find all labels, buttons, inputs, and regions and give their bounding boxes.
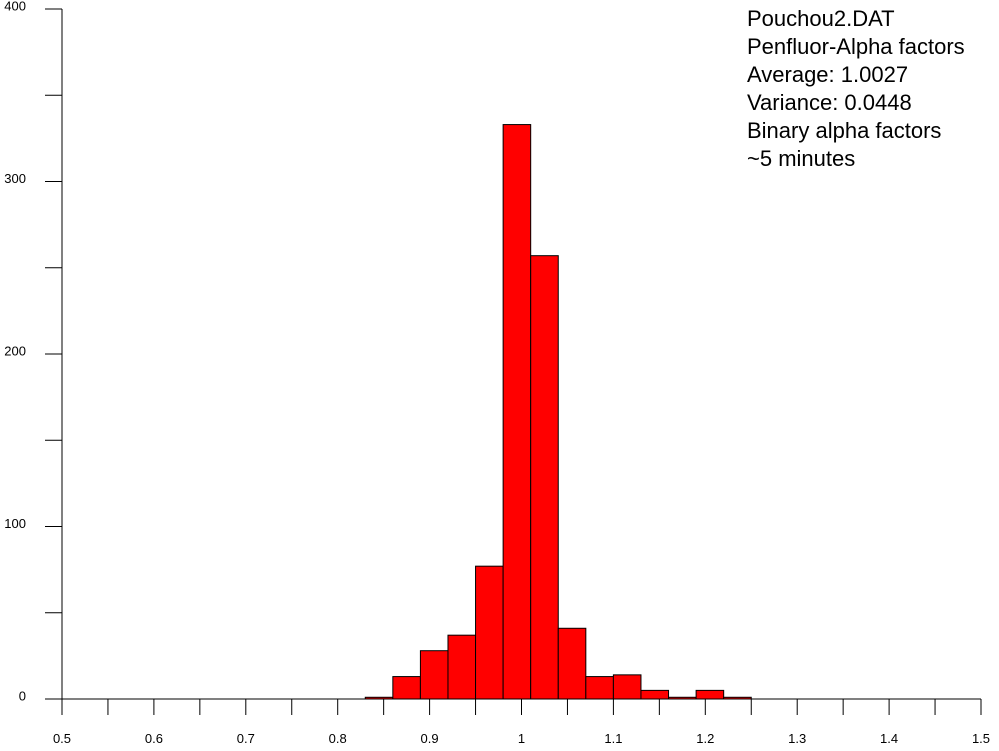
x-tick-label: 0.7 <box>237 731 255 746</box>
bar <box>695 689 725 700</box>
bar <box>723 696 752 700</box>
y-tick-label: 200 <box>4 343 26 358</box>
bar <box>475 565 504 700</box>
x-tick-label: 0.9 <box>421 731 439 746</box>
bar <box>668 696 697 700</box>
y-tick-label: 0 <box>19 688 26 703</box>
annotation: Pouchou2.DAT <box>747 6 895 31</box>
x-tick-label: 0.8 <box>329 731 347 746</box>
x-tick-label: 0.6 <box>145 731 163 746</box>
annotation: Penfluor-Alpha factors <box>747 34 965 59</box>
x-tick-label: 1.1 <box>604 731 622 746</box>
x-tick-label: 0.5 <box>53 731 71 746</box>
bar <box>392 676 421 700</box>
bar <box>640 689 670 700</box>
x-tick-label: 1.5 <box>972 731 990 746</box>
x-tick-label: 1.4 <box>880 731 898 746</box>
annotation: Average: 1.0027 <box>747 62 908 87</box>
y-tick-label: 400 <box>4 0 26 13</box>
bar <box>585 676 614 700</box>
bar <box>530 255 559 700</box>
annotation: Binary alpha factors <box>747 118 941 143</box>
bar <box>502 124 532 700</box>
annotation: ~5 minutes <box>747 146 855 171</box>
y-tick-label: 100 <box>4 516 26 531</box>
bar <box>364 696 394 700</box>
x-tick-label: 1 <box>518 731 525 746</box>
x-tick-label: 1.2 <box>696 731 714 746</box>
bar <box>419 650 449 700</box>
y-tick-label: 300 <box>4 171 26 186</box>
x-tick-label: 1.3 <box>788 731 806 746</box>
annotation: Variance: 0.0448 <box>747 90 912 115</box>
bar <box>612 674 642 700</box>
bar <box>557 627 587 700</box>
bar <box>447 634 477 700</box>
